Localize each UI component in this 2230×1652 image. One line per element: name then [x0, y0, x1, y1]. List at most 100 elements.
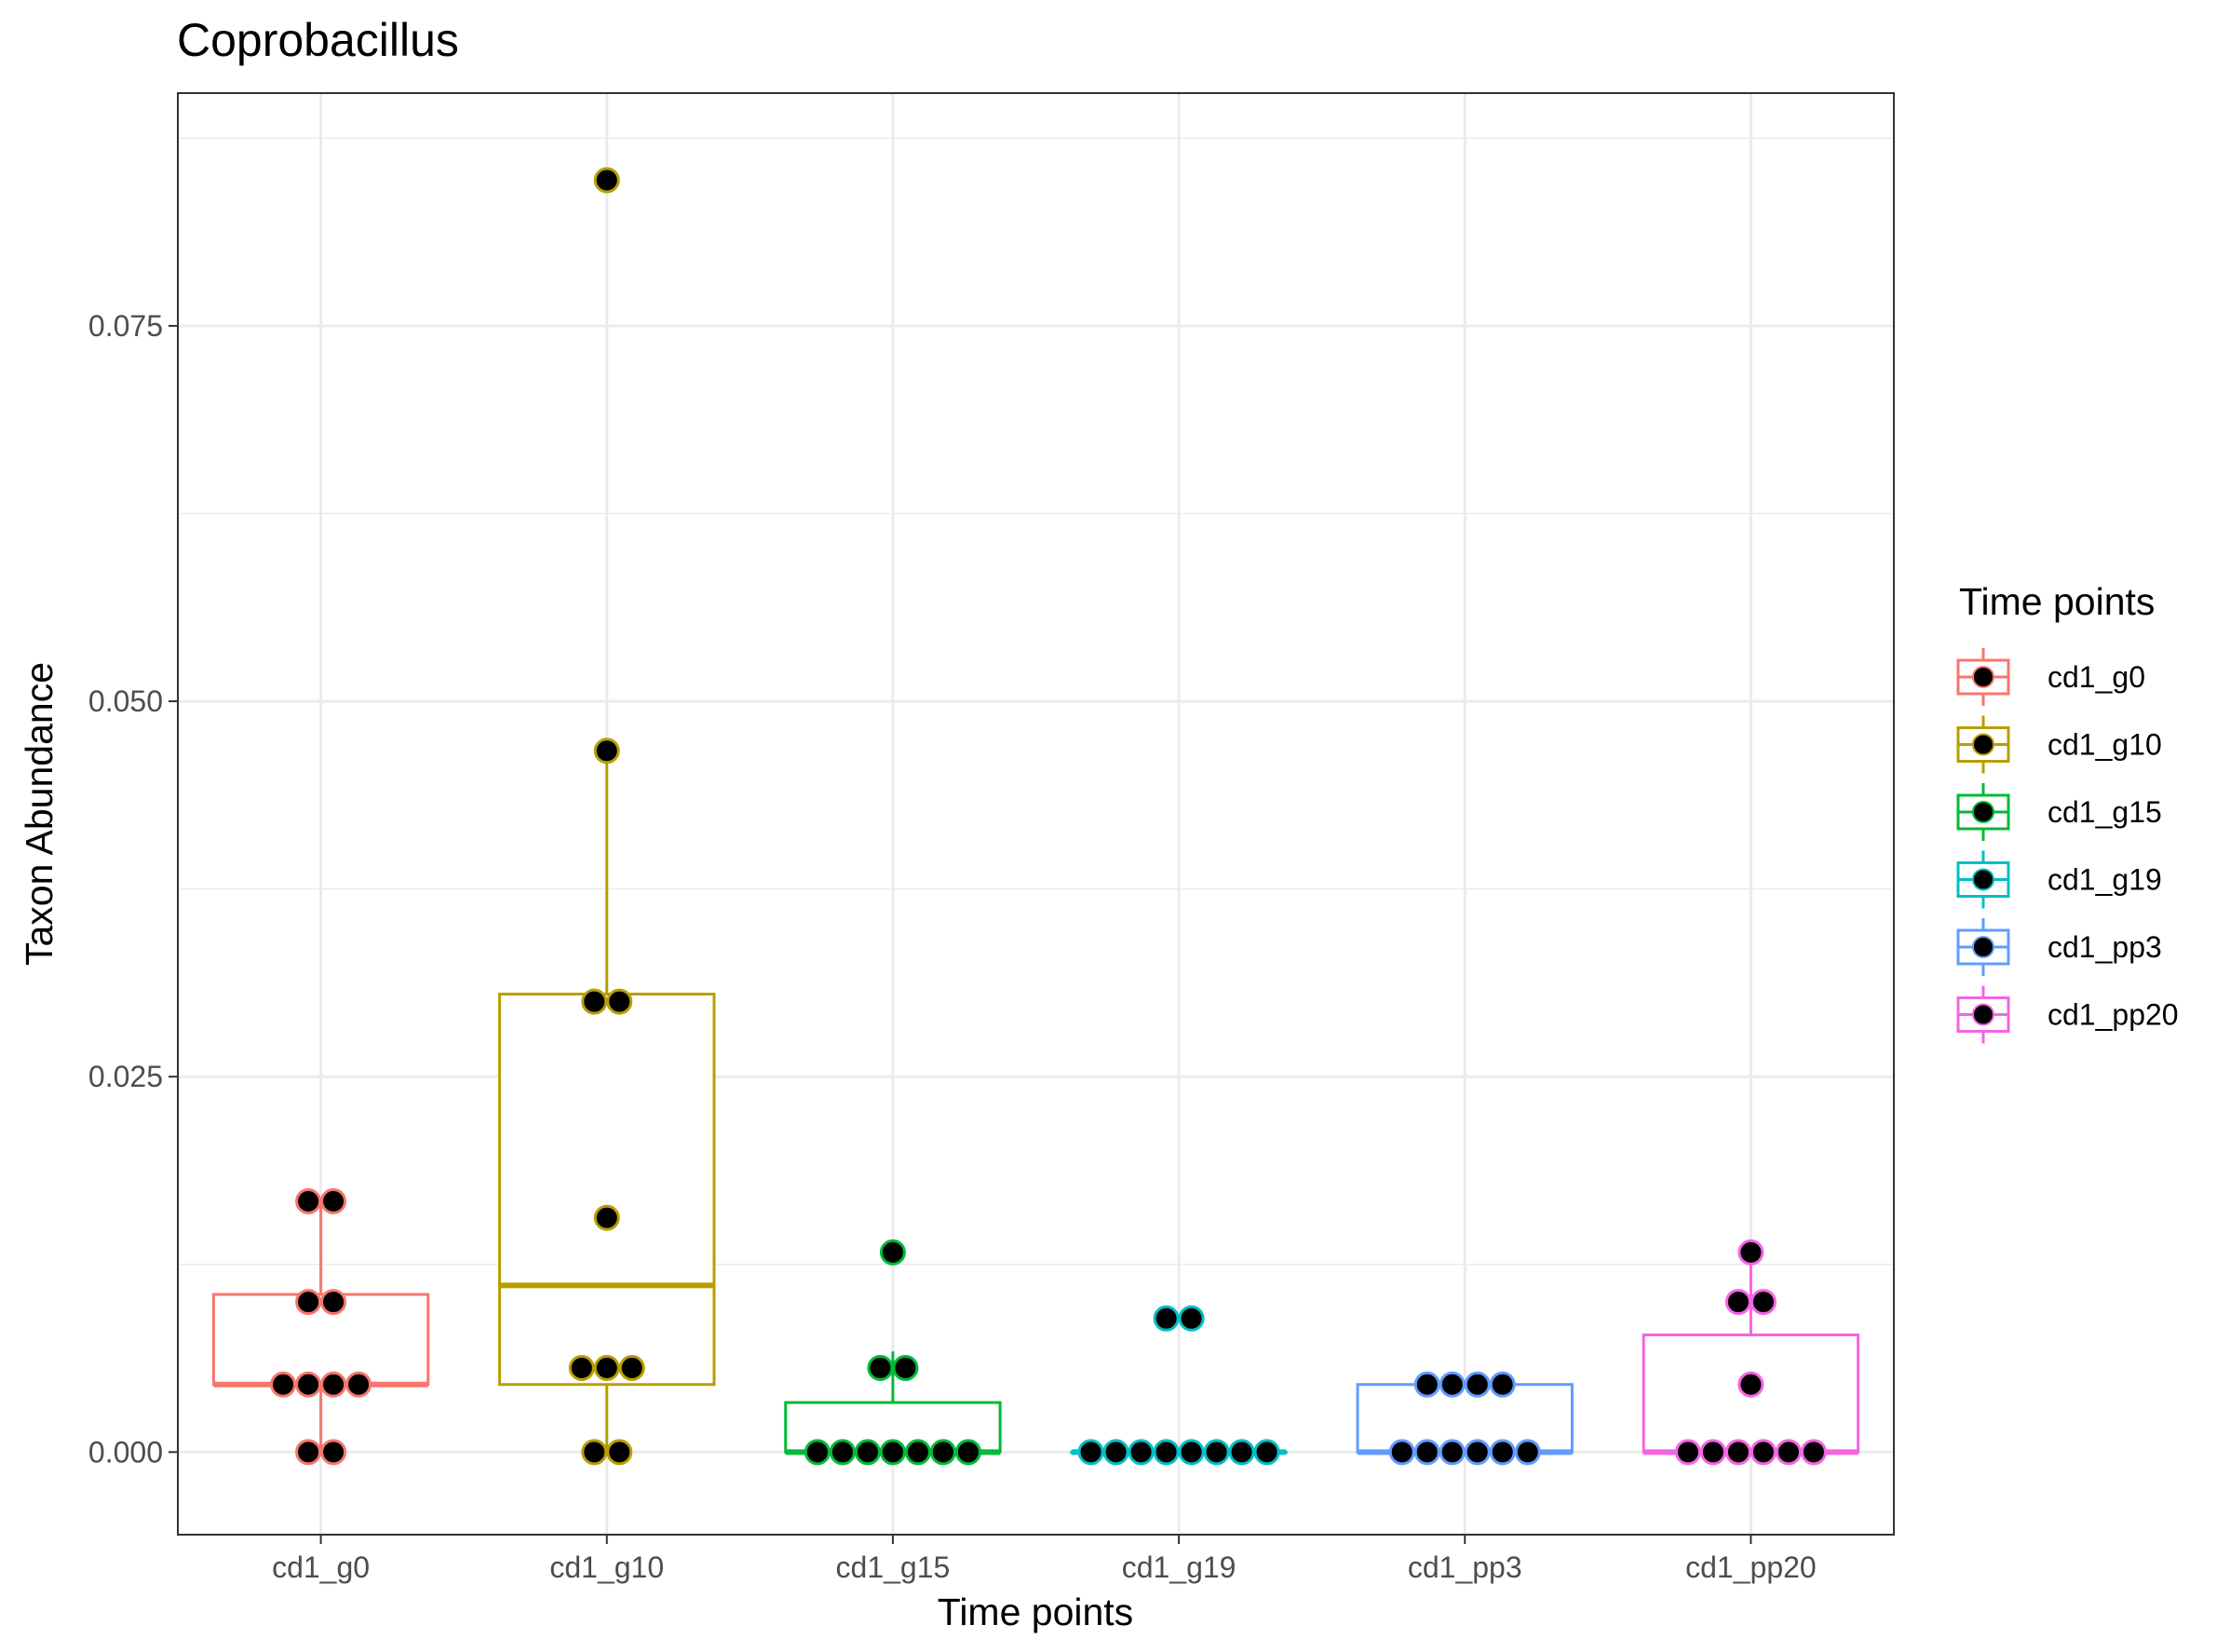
- panel-border: [177, 92, 1895, 1536]
- x-tick-label: cd1_pp20: [1685, 1550, 1817, 1584]
- data-point: [295, 1371, 322, 1398]
- data-point: [1775, 1439, 1802, 1466]
- data-point: [618, 1355, 645, 1382]
- data-point: [904, 1439, 931, 1466]
- x-tick-label: cd1_g15: [836, 1550, 951, 1584]
- x-tick-label: cd1_g19: [1122, 1550, 1237, 1584]
- data-point: [593, 1204, 620, 1231]
- legend-key-point: [1972, 936, 1994, 958]
- data-point: [1737, 1371, 1764, 1398]
- legend-title: Time points: [1959, 580, 2155, 623]
- legend-label: cd1_g15: [2048, 795, 2162, 829]
- data-point: [1674, 1439, 1701, 1466]
- data-point: [1439, 1439, 1466, 1466]
- legend-key-point: [1972, 801, 1994, 823]
- legend-key-point: [1972, 666, 1994, 688]
- chart-title: Coprobacillus: [177, 14, 459, 66]
- data-point: [1388, 1439, 1415, 1466]
- data-point: [295, 1188, 322, 1215]
- legend-item-cd1_pp3: cd1_pp3: [1956, 918, 2162, 976]
- legend-label: cd1_g0: [2048, 660, 2145, 694]
- box-body: [211, 1293, 430, 1387]
- data-point: [606, 988, 633, 1015]
- box-cd1_g10: [498, 751, 716, 1453]
- data-point: [1253, 1439, 1280, 1466]
- data-point: [1699, 1439, 1726, 1466]
- data-point: [879, 1239, 906, 1266]
- data-point: [1464, 1439, 1491, 1466]
- legend-key-point: [1972, 868, 1994, 891]
- data-point: [295, 1289, 322, 1316]
- boxes: [211, 751, 1860, 1456]
- data-point: [1102, 1439, 1129, 1466]
- data-point: [581, 1439, 608, 1466]
- data-point: [1489, 1371, 1516, 1398]
- legend: Time points cd1_g0 cd1_g10 cd1_g15 cd1_g19c…: [1956, 580, 2179, 1044]
- data-point: [606, 1439, 633, 1466]
- data-point: [345, 1371, 372, 1398]
- data-point: [1439, 1371, 1466, 1398]
- data-point: [1077, 1439, 1104, 1466]
- y-tick-label: 0.000: [88, 1435, 163, 1469]
- legend-item-cd1_pp20: cd1_pp20: [1956, 985, 2179, 1044]
- data-point: [1153, 1305, 1180, 1332]
- box-body: [498, 993, 716, 1387]
- axes: 0.000 0.025 0.050 0.075 cd1_g0 cd1_g10 cd1_g15…: [88, 309, 1817, 1584]
- legend-label: cd1_pp20: [2048, 998, 2179, 1032]
- legend-item-cd1_g10: cd1_g10: [1956, 715, 2162, 774]
- data-point: [1413, 1371, 1440, 1398]
- data-point: [593, 1355, 620, 1382]
- data-points: [270, 167, 1827, 1466]
- data-point: [1724, 1439, 1751, 1466]
- data-point: [1128, 1439, 1155, 1466]
- legend-label: cd1_g19: [2048, 863, 2162, 897]
- data-point: [804, 1439, 831, 1466]
- data-point: [1178, 1439, 1205, 1466]
- y-axis-title: Taxon Abundance: [18, 662, 61, 966]
- x-tick-label: cd1_g10: [549, 1550, 664, 1584]
- data-point: [1750, 1289, 1777, 1316]
- legend-key-point: [1972, 1003, 1994, 1026]
- box-cd1_pp3: [1356, 1383, 1574, 1456]
- data-point: [867, 1355, 894, 1382]
- data-point: [1464, 1371, 1491, 1398]
- x-tick-label: cd1_pp3: [1408, 1550, 1522, 1584]
- y-tick-label: 0.075: [88, 309, 163, 343]
- data-point: [320, 1439, 347, 1466]
- data-point: [892, 1355, 919, 1382]
- data-point: [568, 1355, 595, 1382]
- data-point: [593, 167, 620, 194]
- box-body: [1356, 1383, 1574, 1454]
- data-point: [593, 738, 620, 765]
- data-point: [879, 1439, 906, 1466]
- data-point: [854, 1439, 881, 1466]
- y-tick-label: 0.050: [88, 684, 163, 718]
- y-tick-label: 0.025: [88, 1060, 163, 1093]
- data-point: [1489, 1439, 1516, 1466]
- data-point: [929, 1439, 956, 1466]
- legend-item-cd1_g0: cd1_g0: [1956, 648, 2145, 706]
- data-point: [581, 988, 608, 1015]
- legend-label: cd1_pp3: [2048, 930, 2162, 964]
- data-point: [320, 1371, 347, 1398]
- data-point: [1153, 1439, 1180, 1466]
- data-point: [1800, 1439, 1827, 1466]
- data-point: [270, 1371, 297, 1398]
- data-point: [1413, 1439, 1440, 1466]
- data-point: [1203, 1439, 1230, 1466]
- legend-item-cd1_g19: cd1_g19: [1956, 850, 2162, 909]
- data-point: [320, 1188, 347, 1215]
- legend-label: cd1_g10: [2048, 728, 2162, 762]
- data-point: [954, 1439, 981, 1466]
- data-point: [1514, 1439, 1541, 1466]
- legend-item-cd1_g15: cd1_g15: [1956, 783, 2162, 841]
- data-point: [1228, 1439, 1255, 1466]
- data-point: [295, 1439, 322, 1466]
- legend-key-point: [1972, 733, 1994, 756]
- x-axis-title: Time points: [938, 1591, 1133, 1633]
- data-point: [320, 1289, 347, 1316]
- data-point: [1737, 1239, 1764, 1266]
- data-point: [1178, 1305, 1205, 1332]
